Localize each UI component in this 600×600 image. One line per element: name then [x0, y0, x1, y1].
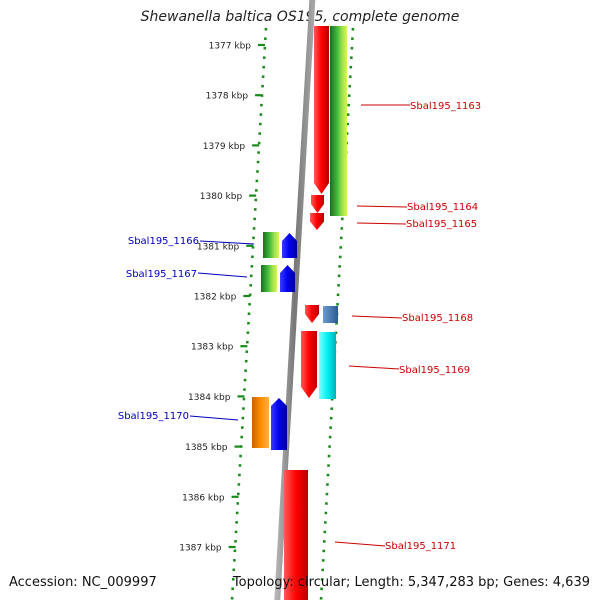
gene-leader-line	[199, 240, 255, 245]
gene-leader-line	[197, 272, 248, 278]
gene-arrow-red	[314, 26, 329, 194]
gene-label: Sbal195_1169	[399, 365, 470, 376]
tick-label: 1381 kbp	[197, 242, 240, 252]
gene-box-red	[284, 470, 308, 600]
gene-leader-line	[356, 222, 407, 225]
gene-leader-line	[334, 541, 386, 547]
tick-label: 1386 kbp	[182, 493, 225, 503]
gene-leader-line	[348, 365, 400, 370]
tick-label: 1384 kbp	[188, 393, 231, 403]
gene-label: Sbal195_1163	[410, 101, 481, 112]
gene-leader-line	[356, 205, 408, 208]
gene-label: Sbal195_1170	[118, 411, 189, 422]
tick-label: 1378 kbp	[206, 92, 249, 102]
gene-arrow-blue	[271, 398, 287, 450]
accession-label: Accession: NC_009997	[9, 575, 157, 590]
gene-leader-line	[351, 315, 403, 319]
gene-label: Sbal195_1167	[126, 269, 197, 280]
tick-label: 1387 kbp	[179, 544, 222, 554]
gene-box-orange	[252, 397, 269, 448]
gene-label: Sbal195_1164	[407, 202, 478, 213]
tick-label: 1382 kbp	[194, 293, 237, 303]
gene-label: Sbal195_1165	[406, 219, 477, 230]
genome-summary: Topology: circular; Length: 5,347,283 bp…	[232, 575, 590, 590]
gene-label: Sbal195_1171	[385, 541, 456, 552]
gene-arrow-red	[310, 213, 324, 230]
gene-box-green	[330, 26, 347, 216]
gene-box-cyan	[319, 332, 336, 399]
map-title: Shewanella baltica OS195, complete genom…	[140, 9, 460, 25]
tick-label: 1377 kbp	[209, 42, 252, 52]
gene-box-steel	[323, 306, 338, 323]
gene-leader-line	[189, 415, 239, 421]
tick-label: 1380 kbp	[200, 192, 243, 202]
gene-arrow-red	[301, 331, 317, 398]
gene-box-green	[263, 232, 279, 258]
gene-box-green	[261, 265, 277, 292]
gene-label: Sbal195_1166	[128, 236, 199, 247]
gene-arrow-blue	[280, 265, 295, 292]
gene-arrow-blue	[282, 233, 297, 258]
guide-line-left	[230, 27, 268, 600]
tick-label: 1385 kbp	[185, 443, 228, 453]
gene-label: Sbal195_1168	[402, 313, 473, 324]
gene-arrow-red	[305, 305, 319, 323]
tick-label: 1383 kbp	[191, 343, 234, 353]
gene-arrow-red	[311, 195, 324, 213]
tick-label: 1379 kbp	[203, 142, 246, 152]
